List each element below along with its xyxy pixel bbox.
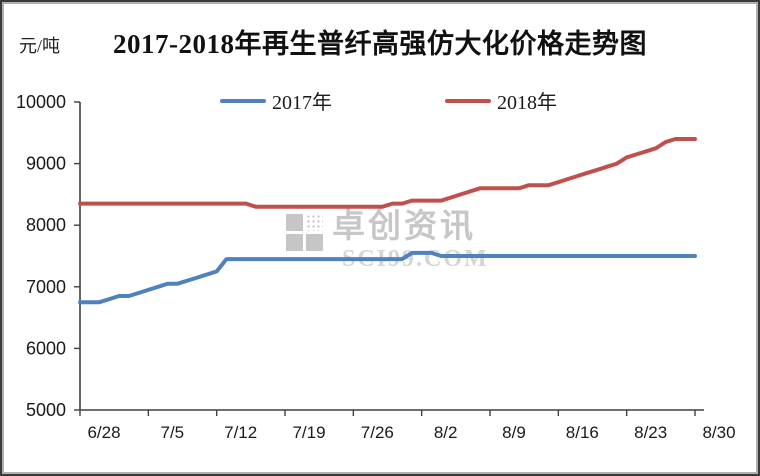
legend-swatch-2018-icon <box>445 98 491 103</box>
y-axis-tick-label: 7000 <box>26 277 66 297</box>
x-axis-tick-label: 8/23 <box>634 423 667 442</box>
legend-label-2017: 2017年 <box>272 92 332 114</box>
x-axis-tick-label: 6/28 <box>87 423 120 442</box>
legend-swatch-2017-icon <box>220 98 266 103</box>
legend-label-2018: 2018年 <box>497 92 557 114</box>
y-axis-tick-label: 8000 <box>26 215 66 235</box>
y-axis-unit-label: 元/吨 <box>19 36 61 56</box>
series-line-2017年 <box>78 250 697 305</box>
y-axis-tick-label: 6000 <box>26 338 66 358</box>
x-axis-tick-label: 8/9 <box>502 423 526 442</box>
y-axis-tick-label: 9000 <box>26 154 66 174</box>
x-axis-tick-label: 8/16 <box>566 423 599 442</box>
legend-item-2018: 2018年 <box>445 86 557 115</box>
series-line-2018年 <box>78 137 697 209</box>
chart-title: 2017-2018年再生普纤高强仿大化价格走势图 <box>113 29 647 59</box>
legend-item-2017: 2017年 <box>220 86 332 115</box>
y-axis-tick-label: 10000 <box>16 92 66 112</box>
x-axis-tick-label: 8/2 <box>434 423 458 442</box>
x-axis-tick-label: 8/30 <box>702 423 735 442</box>
x-axis-tick-label: 7/26 <box>361 423 394 442</box>
x-axis-tick-label: 7/19 <box>292 423 325 442</box>
y-axis-tick-label: 5000 <box>26 400 66 420</box>
x-axis-tick-label: 7/12 <box>224 423 257 442</box>
x-axis-tick-label: 7/5 <box>161 423 185 442</box>
